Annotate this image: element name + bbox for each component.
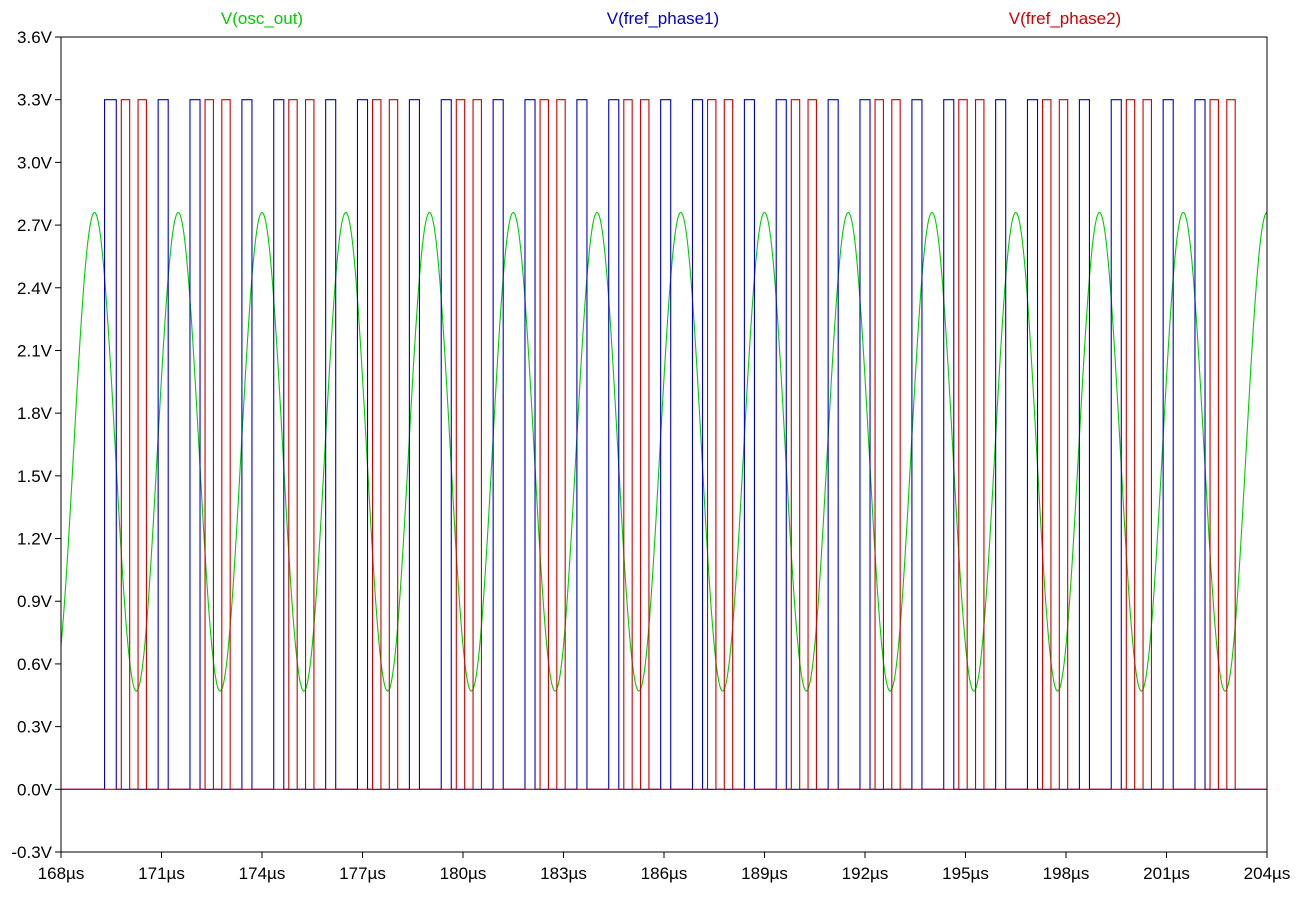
- y-tick-label: 2.4V: [17, 279, 53, 298]
- x-tick-label: 180µs: [440, 864, 487, 883]
- x-tick-label: 186µs: [641, 864, 688, 883]
- y-tick-label: 1.2V: [17, 530, 53, 549]
- y-tick-label: 2.7V: [17, 216, 53, 235]
- y-tick-label: 0.3V: [17, 718, 53, 737]
- x-tick-label: 195µs: [942, 864, 989, 883]
- y-tick-label: 3.0V: [17, 153, 53, 172]
- y-tick-label: 0.0V: [17, 780, 53, 799]
- y-tick-label: 0.9V: [17, 592, 53, 611]
- y-tick-label: 0.6V: [17, 655, 53, 674]
- y-tick-label: 1.5V: [17, 467, 53, 486]
- legend: V(osc_out) V(fref_phase1) V(fref_phase2): [221, 9, 1121, 28]
- y-tick-label: -0.3V: [11, 843, 52, 862]
- legend-entry[interactable]: V(osc_out): [221, 9, 303, 28]
- legend-entry[interactable]: V(fref_phase2): [1009, 9, 1121, 28]
- x-tick-label: 177µs: [339, 864, 386, 883]
- trace-v-fref-phase2[interactable]: [61, 99, 1267, 790]
- x-tick-label: 168µs: [38, 864, 85, 883]
- y-tick-label: 3.3V: [17, 91, 53, 110]
- x-tick-label: 192µs: [842, 864, 889, 883]
- x-axis: 168µs 171µs 174µs 177µs 180µs 183µs 186µs 189µs…: [38, 852, 1291, 883]
- y-tick-label: 3.6V: [17, 28, 53, 47]
- legend-entry[interactable]: V(fref_phase1): [607, 9, 719, 28]
- traces-layer: [60, 99, 1268, 790]
- x-tick-label: 189µs: [741, 864, 788, 883]
- x-tick-label: 174µs: [239, 864, 286, 883]
- x-tick-label: 171µs: [138, 864, 185, 883]
- trace-v-osc-out[interactable]: [60, 211, 1268, 692]
- x-tick-label: 183µs: [540, 864, 587, 883]
- y-tick-label: 1.8V: [17, 404, 53, 423]
- x-tick-label: 201µs: [1143, 864, 1190, 883]
- x-tick-label: 204µs: [1244, 864, 1291, 883]
- y-tick-label: 2.1V: [17, 341, 53, 360]
- trace-v-fref-phase1[interactable]: [61, 99, 1267, 790]
- y-axis: 3.6V 3.3V 3.0V 2.7V 2.4V 2.1V 1.8V 1.5V 1.2V 0.9V…: [11, 28, 61, 862]
- x-tick-label: 198µs: [1043, 864, 1090, 883]
